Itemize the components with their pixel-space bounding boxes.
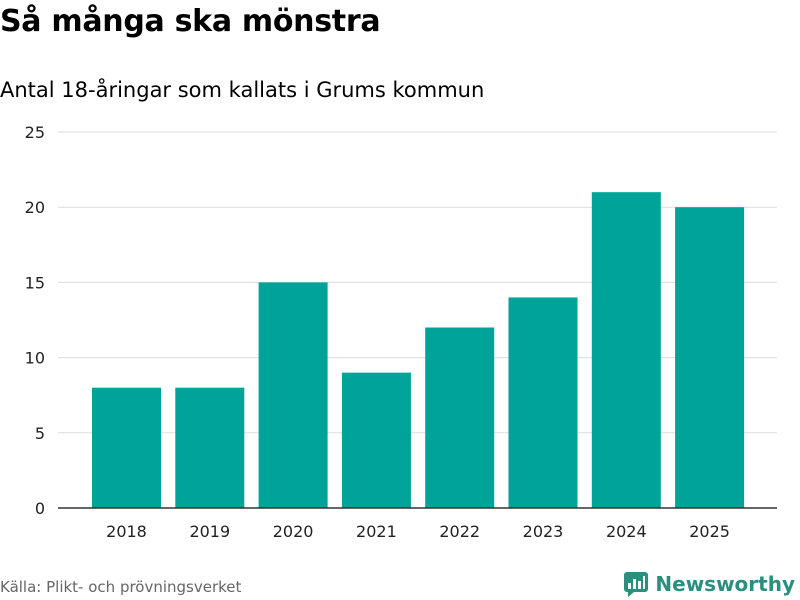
bars [92, 192, 745, 508]
x-tick-label-2018: 2018 [106, 522, 147, 541]
newsworthy-logo-icon [624, 572, 649, 597]
x-tick-label-2019: 2019 [189, 522, 230, 541]
bar-2020 [258, 282, 328, 508]
bar-2018 [92, 387, 161, 508]
brand-name: Newsworthy [655, 572, 795, 596]
x-tick-label-2020: 2020 [273, 522, 314, 541]
bar-2019 [175, 387, 245, 508]
y-tick-label: 20 [25, 198, 45, 217]
x-tick-label-2025: 2025 [689, 522, 730, 541]
x-axis-ticks: 2018 2019 2020 2021 2022 2023 2024 2025 [106, 522, 730, 541]
y-tick-label: 5 [35, 424, 45, 443]
y-tick-label: 15 [25, 273, 45, 292]
bar-2021 [341, 372, 411, 508]
y-axis-ticks: 0 5 10 15 20 25 [25, 123, 45, 518]
brand-logo-block: Newsworthy [623, 570, 795, 598]
x-tick-label-2023: 2023 [523, 522, 564, 541]
x-tick-label-2024: 2024 [606, 522, 647, 541]
bar-2024 [591, 192, 661, 508]
bar-2025 [675, 207, 745, 508]
y-tick-label: 10 [25, 349, 45, 368]
y-tick-label: 0 [35, 499, 45, 518]
chart-title: Så många ska mönstra [0, 4, 381, 39]
x-tick-label-2021: 2021 [356, 522, 397, 541]
bar-2023 [508, 297, 578, 508]
y-tick-label: 25 [25, 123, 45, 142]
bar-2022 [425, 327, 495, 508]
gridlines [58, 131, 777, 434]
chart-subtitle: Antal 18-åringar som kallats i Grums kom… [0, 78, 485, 102]
source-credit: Källa: Plikt- och prövningsverket [0, 578, 242, 596]
x-tick-label-2022: 2022 [439, 522, 480, 541]
